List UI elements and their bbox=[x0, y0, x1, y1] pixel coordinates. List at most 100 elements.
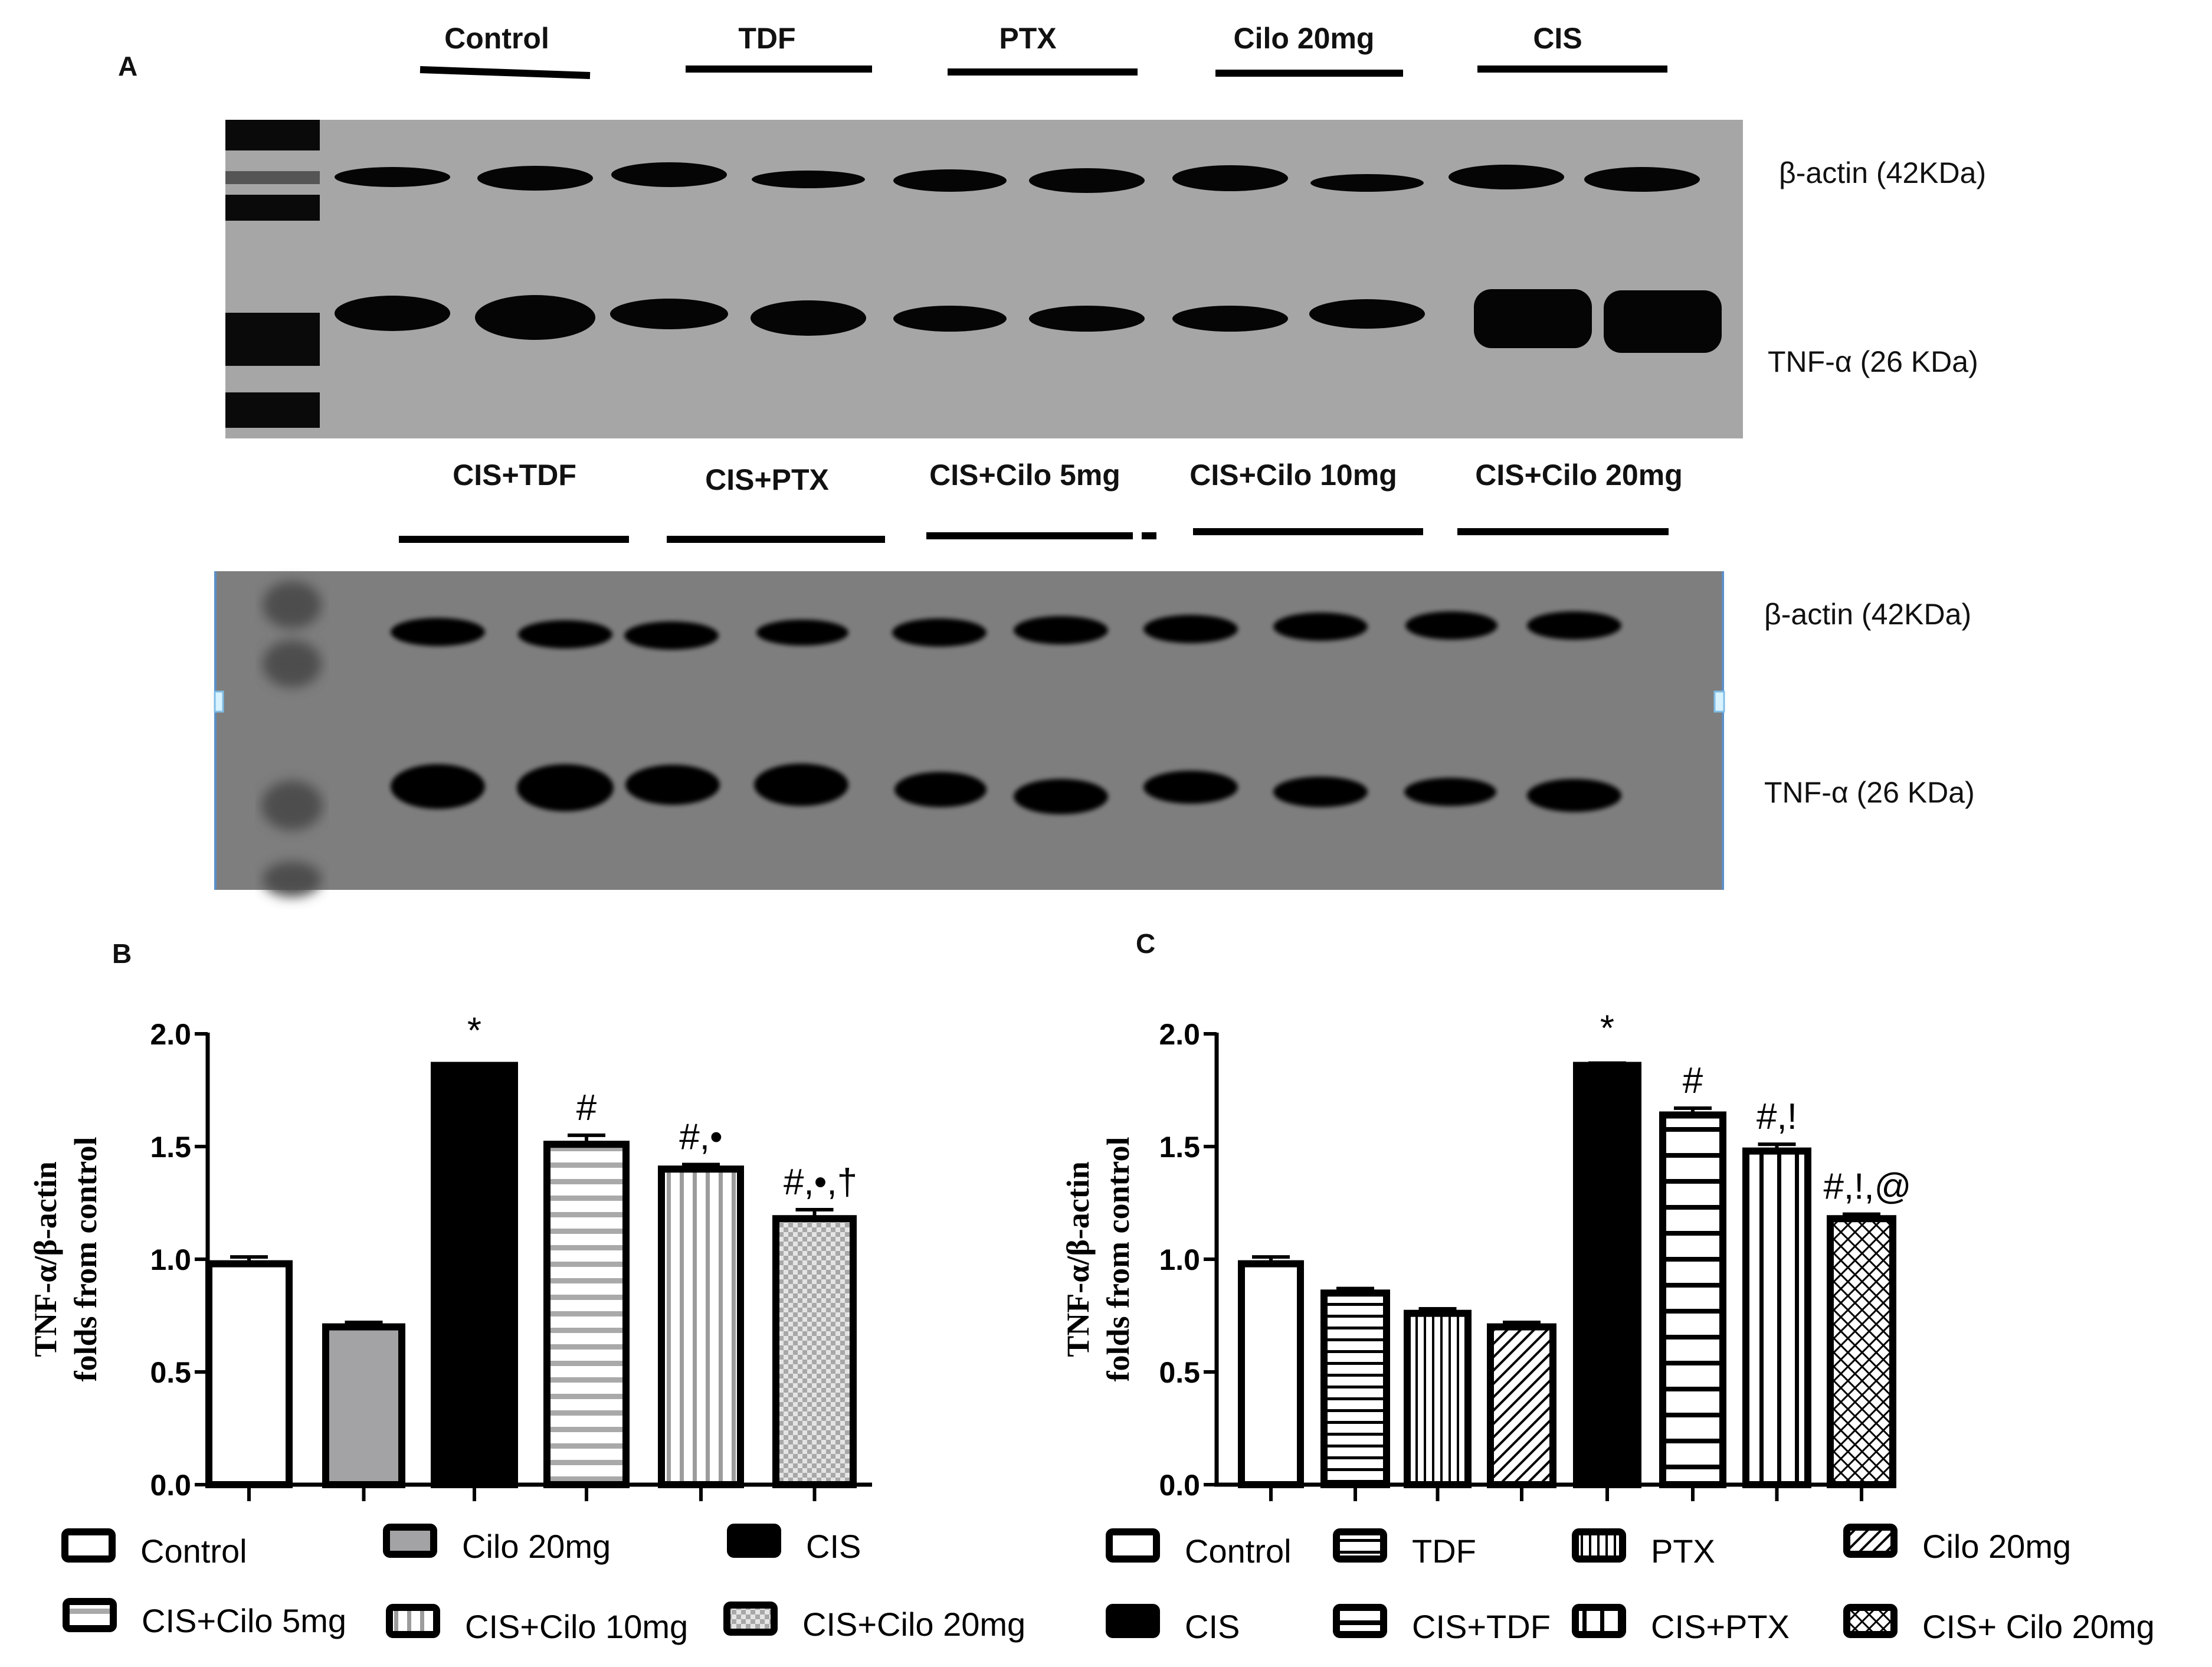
lane-label-cis-ptx: CIS+PTX bbox=[705, 463, 829, 496]
bar-control bbox=[1238, 1255, 1304, 1501]
legend-swatch-icon bbox=[61, 1528, 116, 1563]
lane-label-cis-cilo20: CIS+Cilo 20mg bbox=[1475, 458, 1683, 492]
y-tick-label: 1.5 bbox=[150, 1131, 191, 1164]
legend: Control TDF PTX Cilo 20mg CIS CIS+TDF CIS+PTX C… bbox=[1106, 1524, 2155, 1645]
y-tick-label: 2.0 bbox=[150, 1018, 191, 1051]
significance-annotation: #,• bbox=[679, 1117, 722, 1158]
legend-label: PTX bbox=[1651, 1532, 1715, 1570]
legend-item: PTX bbox=[1572, 1528, 1715, 1570]
bottom-blot-actin-bands bbox=[391, 611, 1621, 650]
legend-label: CIS+Cilo 10mg bbox=[465, 1608, 688, 1645]
legend-item: Cilo 20mg bbox=[383, 1524, 611, 1565]
y-axis-title: TNF-α/β-actin folds from control bbox=[1060, 1137, 1136, 1382]
significance-annotation: # bbox=[1683, 1060, 1703, 1101]
bar-cis-ptx: #,! bbox=[1742, 1096, 1811, 1501]
legend-item: Cilo 20mg bbox=[1843, 1524, 2071, 1565]
legend-item: CIS+Cilo 5mg bbox=[63, 1598, 346, 1639]
lane-label-tdf: TDF bbox=[738, 22, 795, 55]
top-blot bbox=[225, 120, 1743, 438]
bar-cis-cilo-20mg: #,!,@ bbox=[1823, 1167, 1912, 1501]
y-axis-title-line: folds from control bbox=[68, 1137, 103, 1382]
significance-annotation: #,!,@ bbox=[1823, 1167, 1911, 1207]
legend-label: CIS+TDF bbox=[1412, 1608, 1551, 1645]
y-tick-label: 1.5 bbox=[1159, 1131, 1200, 1164]
y-axis-title-line: TNF-α/β-actin bbox=[28, 1161, 63, 1357]
legend-label: Control bbox=[1185, 1532, 1292, 1570]
bottom-blot-actin-label: β-actin (42KDa) bbox=[1764, 598, 1971, 631]
y-axis-title-line: folds from control bbox=[1100, 1137, 1136, 1382]
bar-tdf bbox=[1320, 1286, 1390, 1501]
legend-label: Cilo 20mg bbox=[462, 1528, 611, 1565]
lane-label-control: Control bbox=[444, 22, 549, 55]
legend-label: CIS bbox=[1185, 1608, 1240, 1645]
top-blot-actin-bands bbox=[335, 162, 1700, 193]
legend-swatch-icon bbox=[386, 1604, 440, 1638]
lane-label-cilo20: Cilo 20mg bbox=[1234, 22, 1375, 55]
legend-swatch-icon bbox=[1333, 1604, 1387, 1638]
bottom-blot-right-handle bbox=[1713, 690, 1725, 713]
significance-annotation: # bbox=[576, 1088, 597, 1128]
legend-label: Control bbox=[140, 1532, 247, 1570]
panel-label-c: C bbox=[1136, 928, 1155, 959]
top-blot-ladder bbox=[225, 120, 320, 428]
bar-control bbox=[205, 1255, 293, 1501]
lane-label-cis: CIS bbox=[1533, 22, 1582, 55]
legend-swatch-icon bbox=[727, 1524, 781, 1558]
legend-label: CIS+ Cilo 20mg bbox=[1922, 1608, 2155, 1645]
y-tick-label: 0.5 bbox=[150, 1356, 191, 1389]
legend-label: CIS bbox=[806, 1528, 861, 1565]
top-blot-lane-bars bbox=[420, 65, 1667, 79]
significance-annotation: #,! bbox=[1757, 1096, 1797, 1137]
y-tick-label: 2.0 bbox=[1159, 1018, 1200, 1051]
bar-cis-tdf: # bbox=[1659, 1060, 1726, 1501]
top-blot-lane-labels: Control TDF PTX Cilo 20mg CIS bbox=[444, 22, 1582, 55]
legend-item: CIS+ Cilo 20mg bbox=[1843, 1604, 2155, 1645]
legend-swatch-icon bbox=[723, 1602, 778, 1636]
y-axis-title: TNF-α/β-actin folds from control bbox=[28, 1137, 103, 1382]
legend: Control Cilo 20mg CIS CIS+Cilo 5mg CIS+Cilo … bbox=[61, 1524, 1025, 1645]
significance-annotation: * bbox=[1600, 1008, 1614, 1049]
lane-label-ptx: PTX bbox=[999, 22, 1056, 55]
legend-item: Control bbox=[1106, 1528, 1292, 1570]
chart-b: TNF-α/β-actin folds from control 0.0 0.5 1.0… bbox=[28, 1010, 1025, 1645]
y-tick-label: 0.0 bbox=[1159, 1469, 1200, 1502]
bar-cis-cilo-20mg: #,•,† bbox=[772, 1162, 857, 1501]
top-blot-tnf-bands bbox=[335, 289, 1722, 353]
legend-label: CIS+Cilo 20mg bbox=[802, 1606, 1025, 1643]
bottom-blot-left-handle bbox=[214, 690, 224, 713]
legend-swatch-icon bbox=[1572, 1528, 1626, 1563]
panel-label-a: A bbox=[118, 51, 137, 81]
legend-item: Control bbox=[61, 1528, 247, 1570]
legend-swatch-icon bbox=[383, 1524, 437, 1558]
legend-item: CIS bbox=[1106, 1604, 1240, 1645]
bar-cis: * bbox=[1573, 1008, 1641, 1501]
bar-ptx bbox=[1404, 1307, 1472, 1501]
bar-cis: * bbox=[431, 1010, 518, 1501]
significance-annotation: #,•,† bbox=[784, 1162, 857, 1203]
y-tick-label: 1.0 bbox=[1159, 1243, 1200, 1276]
y-tick-label: 1.0 bbox=[150, 1243, 191, 1276]
legend-item: CIS+Cilo 10mg bbox=[386, 1604, 688, 1645]
bar-cilo-20mg bbox=[322, 1320, 405, 1501]
bar-cis-cilo-10mg: #,• bbox=[658, 1117, 744, 1501]
bottom-blot-tnf-label: TNF-α (26 KDa) bbox=[1764, 776, 1975, 809]
bar-cilo-20mg bbox=[1487, 1320, 1556, 1501]
top-blot-actin-label: β-actin (42KDa) bbox=[1779, 156, 1986, 189]
chart-c: TNF-α/β-actin folds from control 0.0 0.5 1.0… bbox=[1060, 1008, 2155, 1645]
significance-annotation: * bbox=[467, 1010, 481, 1051]
top-blot-tnf-label: TNF-α (26 KDa) bbox=[1768, 345, 1978, 378]
panel-label-b: B bbox=[112, 938, 132, 969]
legend-swatch-icon bbox=[1843, 1604, 1898, 1638]
bottom-blot-ladder bbox=[261, 581, 323, 897]
legend-item: CIS+PTX bbox=[1572, 1604, 1790, 1645]
legend-item: CIS+TDF bbox=[1333, 1604, 1551, 1645]
legend-swatch-icon bbox=[63, 1598, 117, 1632]
lane-label-cis-tdf: CIS+TDF bbox=[453, 458, 576, 492]
legend-swatch-icon bbox=[1572, 1604, 1626, 1638]
bottom-blot-lane-labels: CIS+TDF CIS+PTX CIS+Cilo 5mg CIS+Cilo 10… bbox=[453, 458, 1683, 496]
bottom-blot-tnf-bands bbox=[391, 764, 1621, 814]
legend-label: Cilo 20mg bbox=[1922, 1528, 2071, 1565]
legend-swatch-icon bbox=[1106, 1604, 1160, 1638]
legend-item: CIS bbox=[727, 1524, 861, 1565]
